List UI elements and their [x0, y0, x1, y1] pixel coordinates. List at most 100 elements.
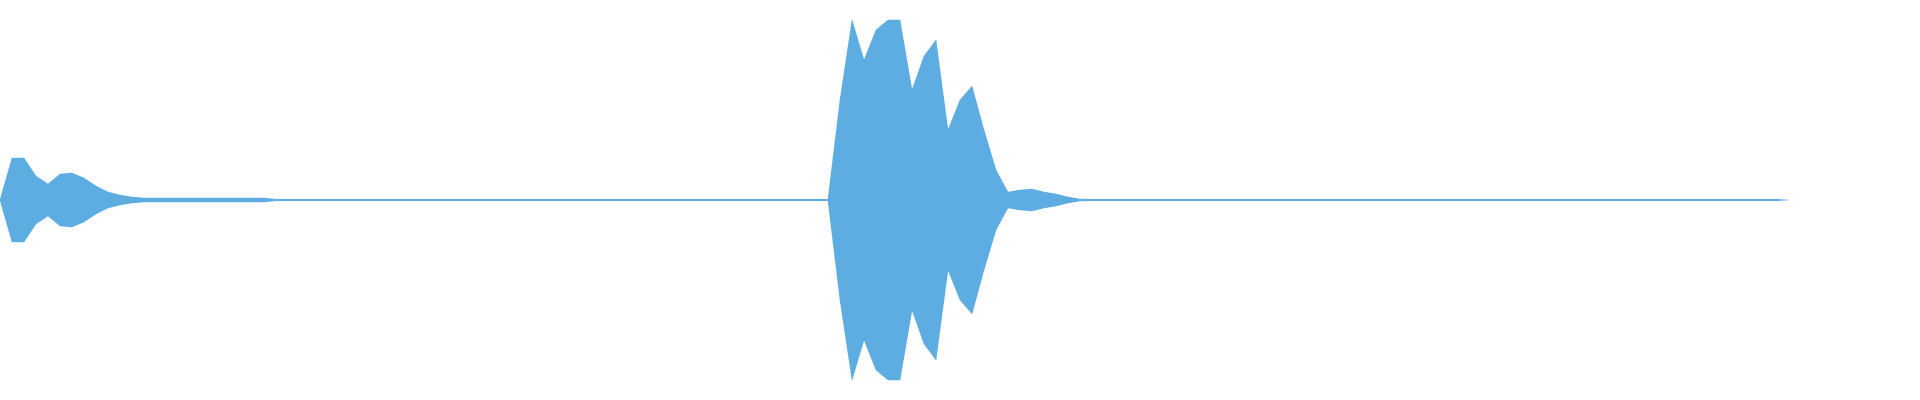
waveform-segment	[1595, 198, 1609, 202]
waveform-segment	[1031, 188, 1045, 212]
waveform-segment	[851, 19, 865, 381]
waveform-segment	[1439, 198, 1453, 202]
waveform-segment	[311, 198, 325, 202]
waveform-segment	[839, 19, 853, 381]
waveform-segment	[1043, 191, 1057, 209]
waveform-segment	[1007, 189, 1021, 211]
waveform-segment	[1739, 198, 1753, 202]
waveform-segment	[443, 198, 457, 202]
waveform-segment	[1511, 198, 1525, 202]
waveform-segment	[791, 198, 805, 202]
waveform-segment	[419, 198, 433, 202]
waveform-segment	[1055, 193, 1069, 207]
waveform-segment	[1235, 198, 1249, 202]
waveform-segment	[1571, 198, 1585, 202]
waveform-segment	[1199, 198, 1213, 202]
waveform-segment	[1763, 198, 1777, 202]
waveform-segment	[527, 198, 541, 202]
waveform-segment	[935, 39, 949, 361]
waveform-segment	[623, 198, 637, 202]
waveform-segment	[971, 85, 985, 315]
waveform-segment	[1295, 198, 1309, 202]
waveform-segment	[251, 197, 265, 203]
waveform-segment	[275, 198, 289, 202]
waveform-segment	[875, 19, 889, 381]
waveform-segment	[131, 196, 145, 204]
waveform-segment	[71, 172, 85, 228]
waveform-segment	[287, 198, 301, 202]
waveform-segment	[1427, 198, 1441, 202]
waveform-segment	[1271, 198, 1285, 202]
waveform-segment	[1283, 198, 1297, 202]
waveform-segment	[191, 197, 205, 203]
waveform-segment	[263, 197, 277, 203]
waveform-marks	[0, 19, 1789, 381]
waveform-segment	[1607, 198, 1621, 202]
waveform-segment	[371, 198, 385, 202]
waveform-segment	[1211, 198, 1225, 202]
waveform-segment	[1415, 198, 1429, 202]
waveform-segment	[911, 55, 925, 345]
waveform-segment	[143, 197, 157, 203]
waveform-segment	[1379, 198, 1393, 202]
waveform-segment	[647, 198, 661, 202]
waveform-segment	[695, 198, 709, 202]
waveform-segment	[1091, 198, 1105, 202]
waveform-segment	[803, 198, 817, 202]
waveform-segment	[1343, 198, 1357, 202]
waveform-segment	[335, 198, 349, 202]
waveform-segment	[1775, 198, 1789, 202]
waveform-segment	[1631, 198, 1645, 202]
waveform-segment	[95, 185, 109, 215]
waveform-segment	[1547, 198, 1561, 202]
waveform-segment	[863, 29, 877, 371]
waveform-segment	[1175, 198, 1189, 202]
waveform-segment	[659, 198, 673, 202]
waveform-segment	[1715, 198, 1729, 202]
waveform-segment	[683, 198, 697, 202]
waveform-segment	[923, 39, 937, 361]
waveform-segment	[1259, 198, 1273, 202]
waveform-segment	[227, 197, 241, 203]
waveform-segment	[1079, 198, 1093, 202]
waveform-segment	[1679, 198, 1693, 202]
waveform-segment	[947, 99, 961, 301]
waveform-segment	[1151, 198, 1165, 202]
waveform-segment	[1403, 198, 1417, 202]
waveform-segment	[983, 129, 997, 271]
waveform-segment	[407, 198, 421, 202]
waveform-segment	[107, 191, 121, 209]
waveform-segment	[707, 198, 721, 202]
waveform-segment	[1127, 198, 1141, 202]
waveform-segment	[1559, 198, 1573, 202]
waveform-segment	[1691, 198, 1705, 202]
waveform-segment	[1223, 198, 1237, 202]
waveform-segment	[503, 198, 517, 202]
waveform-segment	[575, 198, 589, 202]
waveform-segment	[1139, 198, 1153, 202]
waveform-segment	[1583, 198, 1597, 202]
waveform-segment	[1355, 198, 1369, 202]
waveform-segment	[1019, 188, 1033, 212]
waveform-segment	[1451, 198, 1465, 202]
waveform-segment	[599, 198, 613, 202]
waveform-segment	[995, 169, 1009, 231]
waveform-segment	[323, 198, 337, 202]
waveform-segment	[731, 198, 745, 202]
waveform-segment	[455, 198, 469, 202]
waveform-segment	[959, 85, 973, 315]
waveform-segment	[1247, 198, 1261, 202]
waveform-segment	[59, 172, 73, 228]
waveform-segment	[1703, 198, 1717, 202]
waveform-segment	[1115, 198, 1129, 202]
waveform-segment	[1619, 198, 1633, 202]
waveform-segment	[347, 198, 361, 202]
waveform-segment	[299, 198, 313, 202]
waveform-segment	[155, 197, 169, 203]
waveform-segment	[887, 19, 901, 381]
waveform-segment	[431, 198, 445, 202]
waveform-segment	[1499, 198, 1513, 202]
waveform-segment	[779, 198, 793, 202]
waveform-segment	[1727, 198, 1741, 202]
